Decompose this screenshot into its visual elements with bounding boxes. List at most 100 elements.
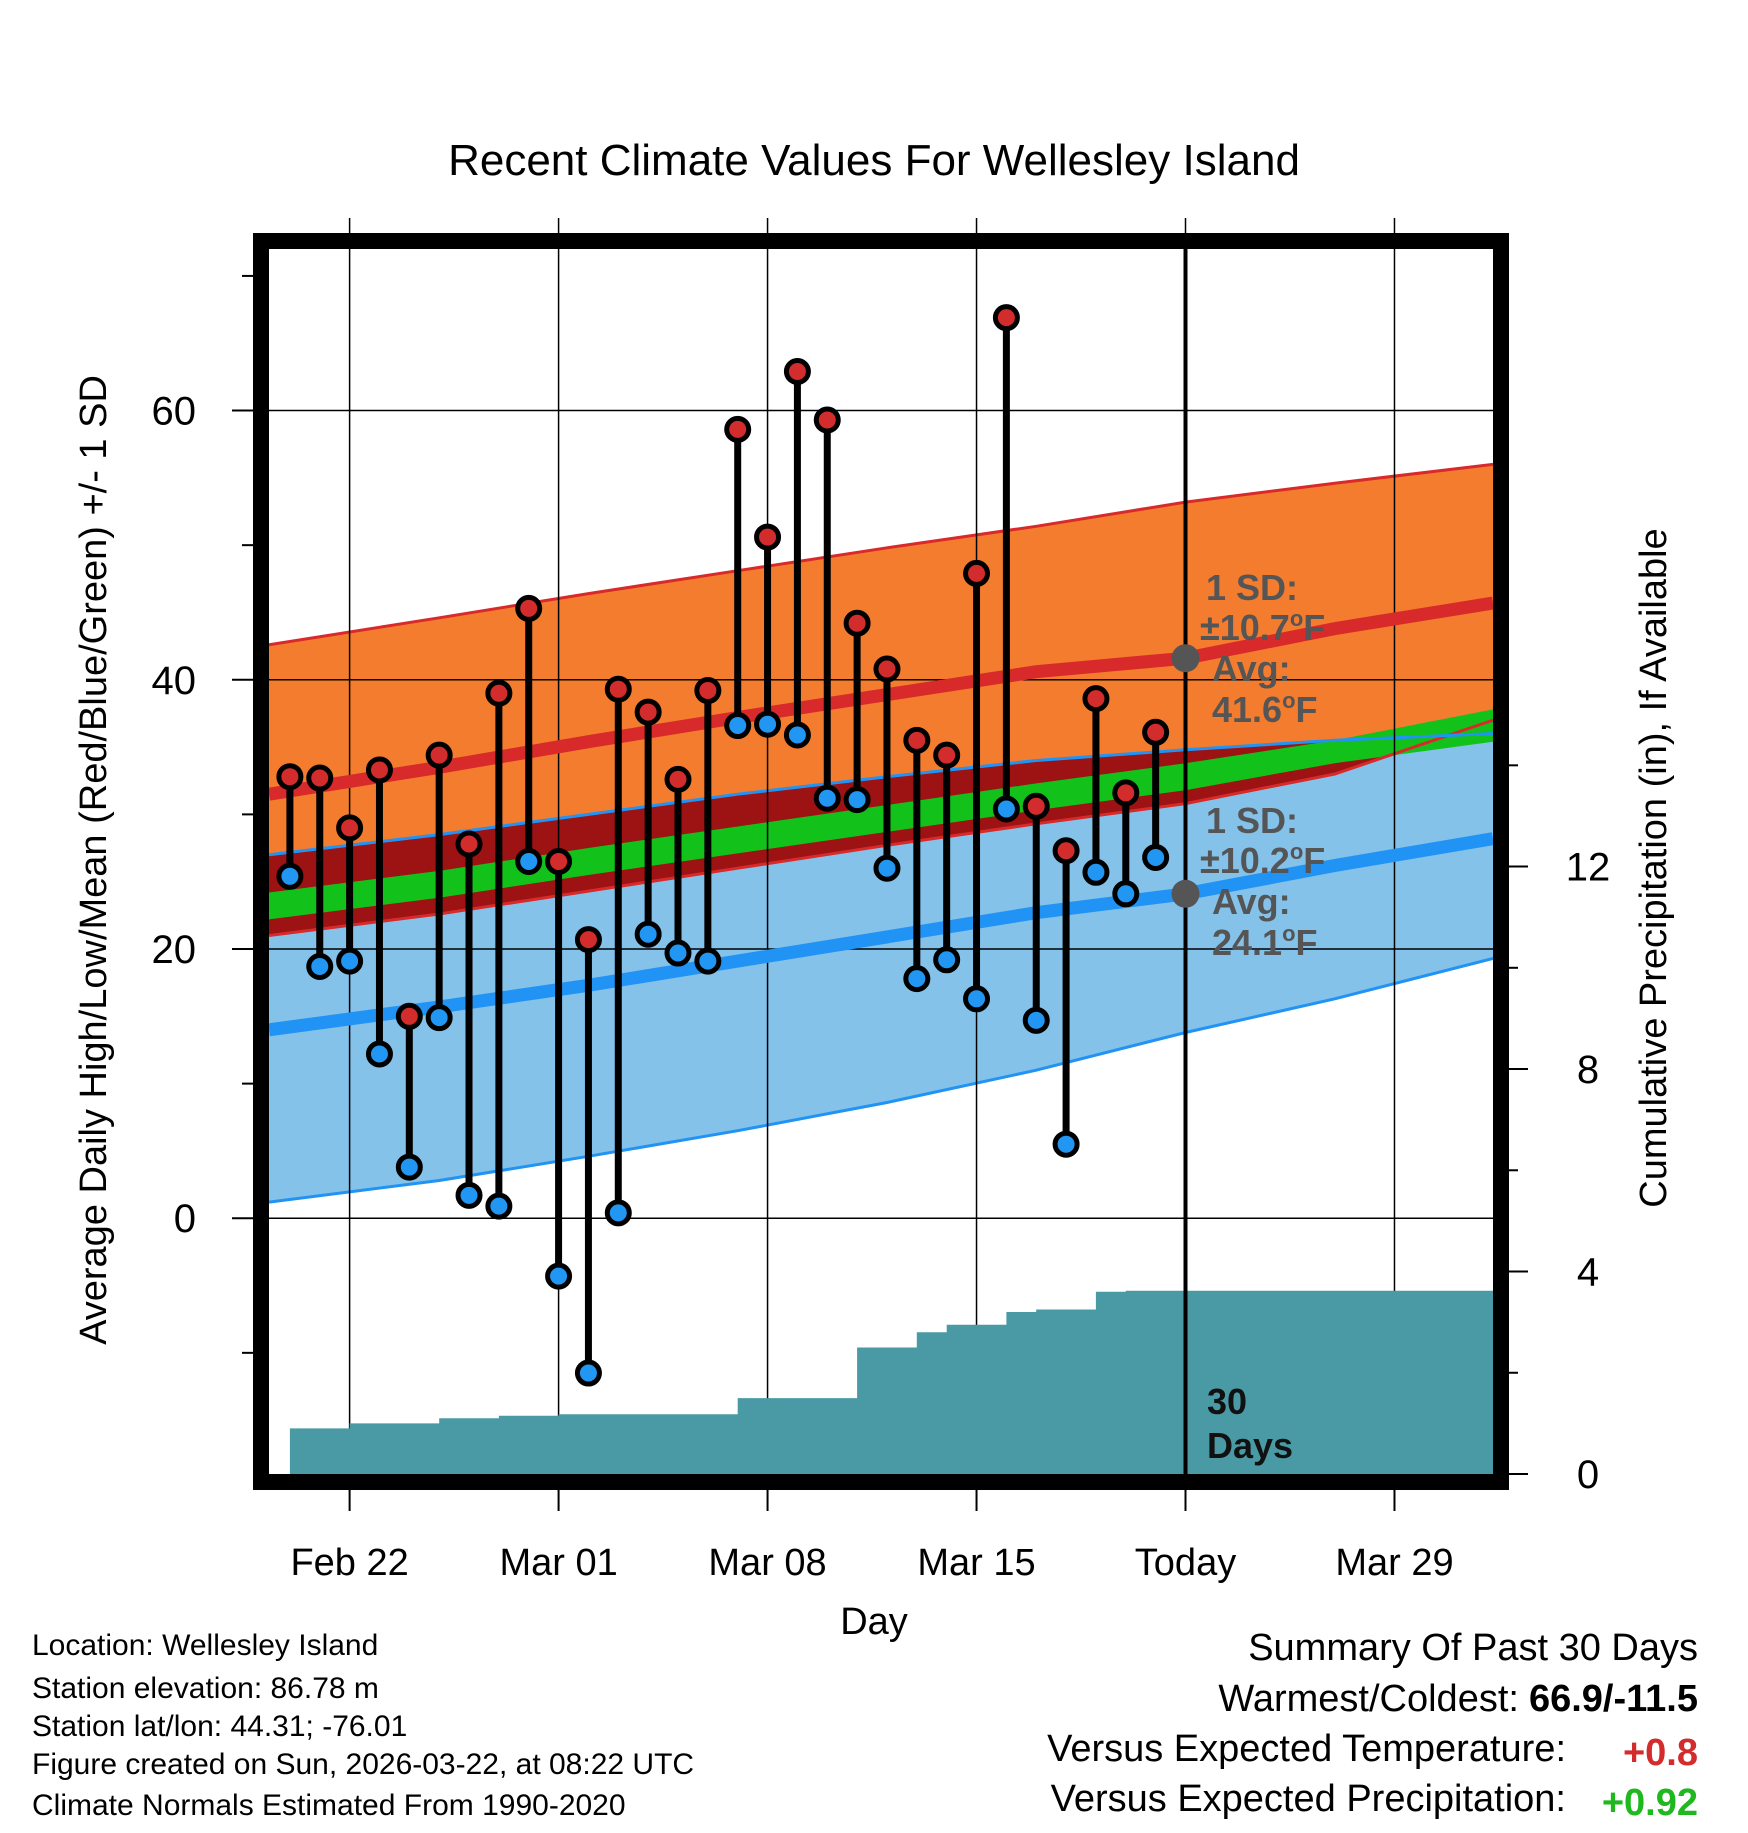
y-tick-label: 20 — [152, 928, 197, 972]
warm-cold-label: Warmest/Coldest: — [1218, 1678, 1519, 1720]
today-low-normal-marker — [1171, 879, 1200, 908]
daily-high-point — [276, 763, 304, 791]
daily-low-point — [843, 786, 871, 814]
summary-temp-value: +0.8 — [1623, 1732, 1698, 1774]
x-tick-label: Mar 29 — [1335, 1542, 1453, 1584]
y2-tick-label: 12 — [1566, 846, 1611, 890]
daily-high-point — [455, 830, 483, 858]
daily-high-point — [933, 741, 961, 769]
daily-high-point — [515, 594, 543, 622]
summary-temp-label: Versus Expected Temperature: — [1047, 1728, 1566, 1770]
daily-high-point — [963, 559, 991, 587]
degree-sup: o — [1282, 921, 1295, 946]
unit-f: F — [1296, 689, 1318, 730]
daily-low-point — [545, 1262, 573, 1290]
daily-low-point — [992, 795, 1020, 823]
high-avg-label: Avg: — [1212, 648, 1291, 689]
daily-low-point — [455, 1181, 483, 1209]
unit-f: F — [1303, 607, 1325, 648]
daily-low-point — [425, 1004, 453, 1032]
daily-low-point — [963, 985, 991, 1013]
today-high-normal-marker — [1171, 644, 1200, 673]
chart-title: Recent Climate Values For Wellesley Isla… — [448, 136, 1300, 185]
daily-high-point — [724, 415, 752, 443]
daily-low-point — [1022, 1006, 1050, 1034]
daily-low-point — [574, 1359, 602, 1387]
daily-low-point — [604, 1199, 632, 1227]
info-normals: Climate Normals Estimated From 1990-2020 — [32, 1789, 626, 1822]
high-sd-number: ±10.7 — [1200, 607, 1290, 648]
daily-low-point — [903, 965, 931, 993]
y-tick-label: 0 — [174, 1197, 196, 1241]
summary-precip-value: +0.92 — [1602, 1782, 1698, 1824]
y-axis-label: Average Daily High/Low/Mean (Red/Blue/Gr… — [73, 375, 115, 1345]
daily-low-point — [754, 710, 782, 738]
daily-high-point — [1112, 779, 1140, 807]
daily-low-point — [276, 862, 304, 890]
station-info: Location: Wellesley Island Station eleva… — [32, 1629, 694, 1822]
daily-low-point — [485, 1192, 513, 1220]
daily-high-point — [903, 726, 931, 754]
daily-low-point — [933, 946, 961, 974]
summary-warm-cold: Warmest/Coldest: 66.9/-11.5 — [1218, 1678, 1698, 1720]
low-sd-number: ±10.2 — [1200, 840, 1290, 881]
daily-high-point — [425, 741, 453, 769]
x-tick-label: Today — [1135, 1542, 1236, 1584]
low-lower-edge — [269, 956, 1493, 1204]
low-avg-label: Avg: — [1212, 881, 1291, 922]
daily-low-point — [1052, 1130, 1080, 1158]
daily-high-point — [873, 655, 901, 683]
daily-high-point — [604, 675, 632, 703]
high-sd-value: ±10.7oF — [1200, 606, 1325, 648]
info-latlon: Station lat/lon: 44.31; -76.01 — [32, 1710, 407, 1743]
daily-high-point — [365, 756, 393, 784]
degree-sup: o — [1290, 839, 1303, 864]
days-word: Days — [1207, 1425, 1293, 1466]
daily-high-point — [395, 1002, 423, 1030]
daily-low-point — [664, 939, 692, 967]
normal-low-line — [269, 832, 1493, 1037]
daily-high-point — [783, 358, 811, 385]
daily-high-point — [1022, 792, 1050, 820]
y2-tick-label: 4 — [1577, 1251, 1599, 1295]
daily-high-point — [485, 679, 513, 707]
daily-high-point — [1052, 837, 1080, 865]
info-elevation: Station elevation: 86.78 m — [32, 1672, 379, 1705]
daily-low-point — [515, 848, 543, 875]
summary-box: Summary Of Past 30 Days Warmest/Coldest:… — [1047, 1627, 1698, 1824]
summary-title: Summary Of Past 30 Days — [1248, 1627, 1698, 1669]
degree-sup: o — [1290, 606, 1303, 631]
daily-low-point — [336, 947, 364, 975]
daily-low-point — [873, 854, 901, 882]
sd-annotations: 1 SD: ±10.7oF Avg: 41.6oF 1 SD: ±10.2oF … — [1200, 567, 1325, 1466]
high-upper-edge — [269, 462, 1493, 647]
x-tick-label: Mar 15 — [917, 1542, 1035, 1584]
low-sd-value: ±10.2oF — [1200, 839, 1325, 881]
daily-high-point — [754, 523, 782, 551]
daily-high-point — [1142, 718, 1170, 746]
daily-low-point — [634, 920, 662, 948]
y2-tick-label: 0 — [1577, 1453, 1599, 1497]
daily-high-point — [694, 677, 722, 705]
daily-high-point — [813, 406, 841, 434]
degree-sup: o — [1282, 688, 1295, 713]
info-created: Figure created on Sun, 2026-03-22, at 08… — [32, 1748, 694, 1781]
low-avg-number: 24.1 — [1212, 922, 1282, 963]
daily-low-point — [306, 953, 334, 980]
high-avg-number: 41.6 — [1212, 689, 1282, 730]
unit-f: F — [1303, 840, 1325, 881]
daily-low-point — [1082, 858, 1110, 886]
daily-high-point — [1082, 685, 1110, 713]
warm-cold-value: 66.9/-11.5 — [1529, 1678, 1698, 1720]
x-tick-label: Mar 01 — [499, 1542, 617, 1584]
daily-low-point — [694, 947, 722, 975]
y2-tick-label: 8 — [1577, 1048, 1599, 1092]
mean-band — [269, 709, 1493, 920]
daily-low-point — [783, 721, 811, 749]
daily-low-point — [1142, 843, 1170, 871]
summary-precip-label: Versus Expected Precipitation: — [1051, 1778, 1566, 1820]
daily-high-point — [664, 765, 692, 793]
low-avg-value: 24.1oF — [1212, 921, 1318, 963]
